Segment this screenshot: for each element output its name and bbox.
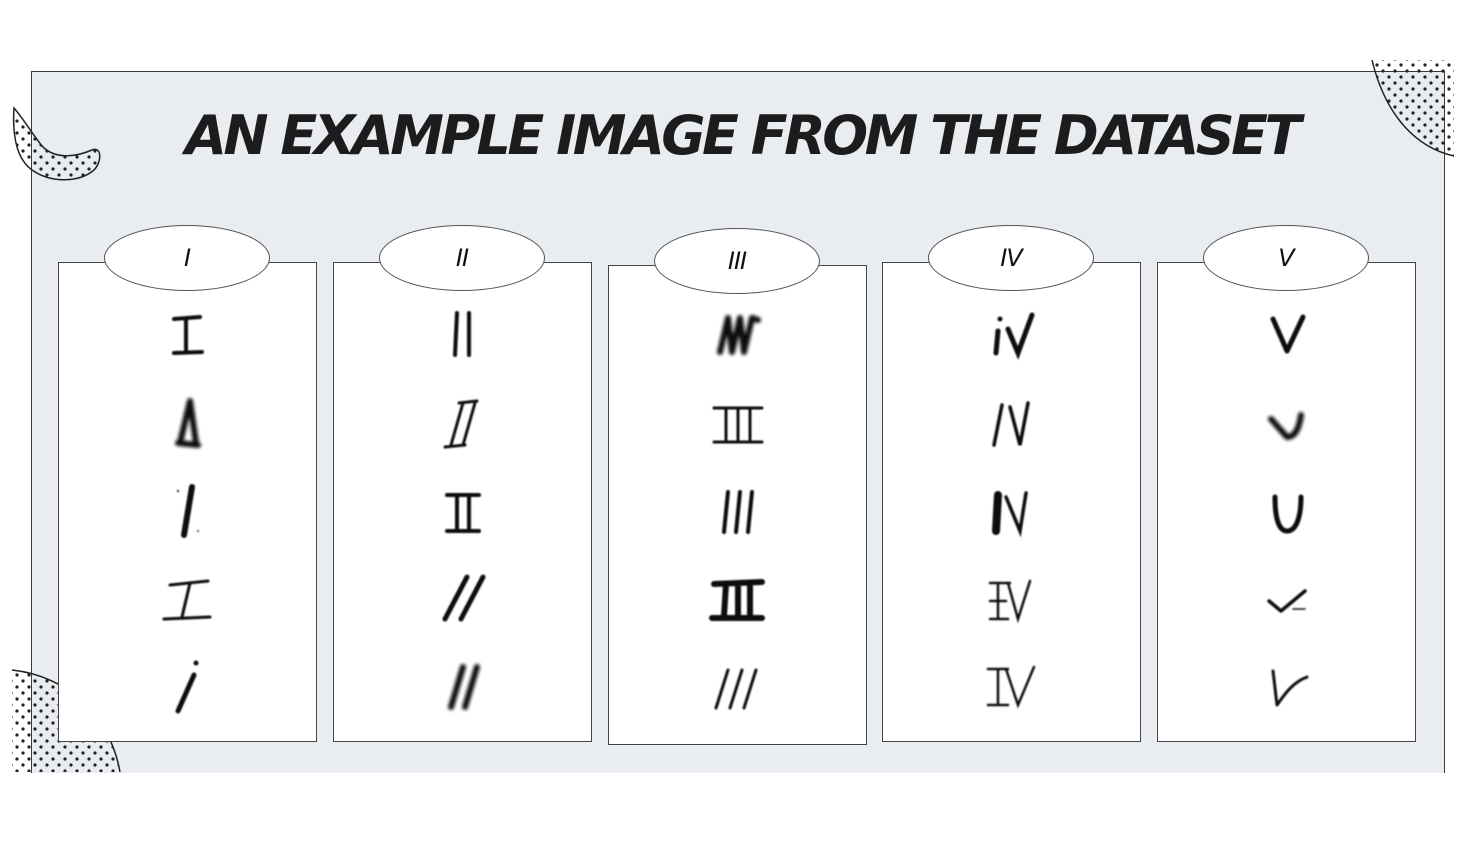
sample-image <box>609 646 866 734</box>
sample-image <box>59 295 316 383</box>
sample-image <box>883 295 1140 383</box>
column-card-v <box>1157 262 1416 742</box>
column-card-ii <box>333 262 592 742</box>
sample-image <box>609 296 866 384</box>
sample-image <box>883 647 1140 735</box>
sample-image <box>883 561 1140 649</box>
sample-image <box>334 473 591 561</box>
sample-image <box>609 472 866 560</box>
sample-image <box>609 560 866 648</box>
sample-image <box>1158 647 1415 735</box>
column-card-iii <box>608 265 867 745</box>
sample-image <box>609 384 866 472</box>
sample-image <box>334 385 591 473</box>
dotted-corner-arc-decoration <box>1371 59 1455 157</box>
sample-image <box>59 561 316 649</box>
sample-image <box>883 385 1140 473</box>
dotted-squiggle-decoration <box>12 106 101 181</box>
sample-image <box>59 473 316 561</box>
sample-image <box>334 295 591 383</box>
sample-image <box>59 647 316 735</box>
sample-image <box>59 385 316 473</box>
sample-image <box>334 647 591 735</box>
column-label-iv: IV <box>928 225 1094 291</box>
sample-image <box>1158 385 1415 473</box>
sample-image <box>334 561 591 649</box>
column-label-ii: II <box>379 225 545 291</box>
sample-image <box>1158 561 1415 649</box>
page-title: AN EXAMPLE IMAGE FROM THE DATASET <box>185 104 1301 167</box>
column-label-i: I <box>104 225 270 291</box>
column-label-v: V <box>1203 225 1369 291</box>
column-card-i <box>58 262 317 742</box>
sample-image <box>1158 473 1415 561</box>
sample-image <box>1158 295 1415 383</box>
column-card-iv <box>882 262 1141 742</box>
column-label-iii: III <box>654 228 820 294</box>
sample-image <box>883 473 1140 561</box>
